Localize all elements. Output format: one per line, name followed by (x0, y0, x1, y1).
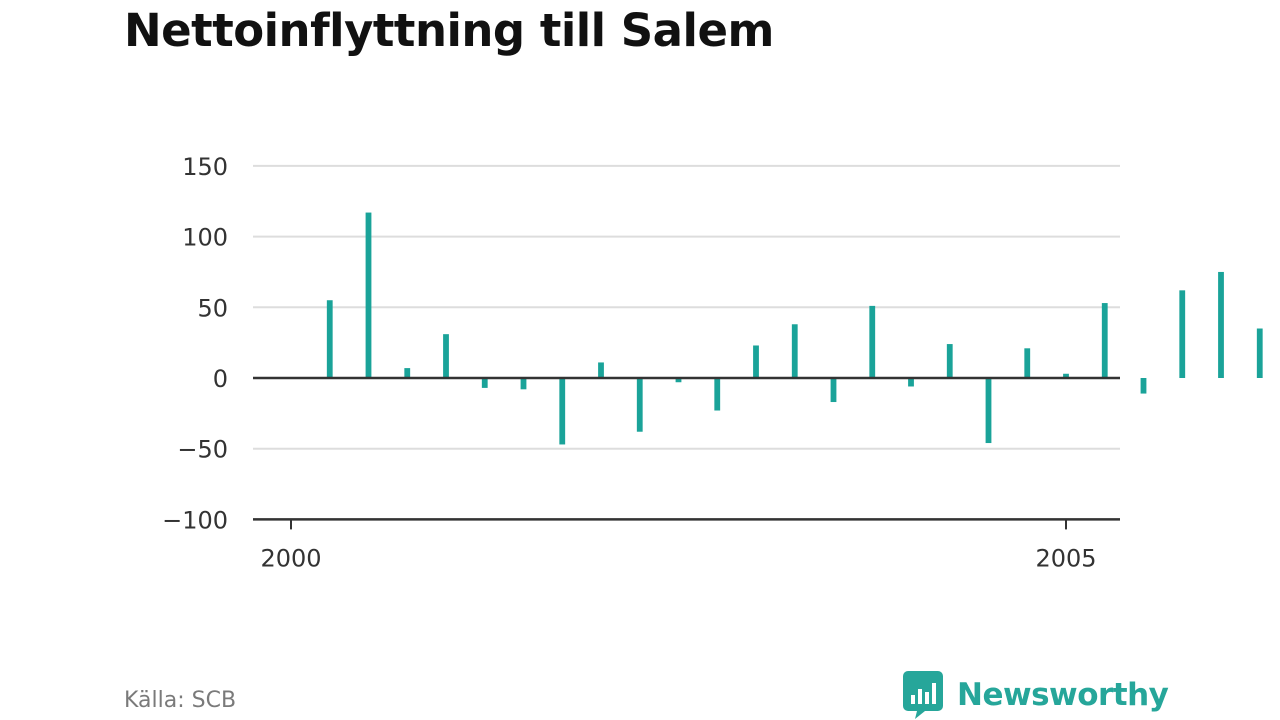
gridlines (253, 164, 1120, 450)
y-tick-label: −100 (162, 506, 228, 534)
y-tick-label: 100 (182, 224, 228, 252)
bar (365, 212, 372, 378)
bar (869, 305, 876, 378)
bar-chart-speech-bubble-icon (903, 671, 943, 719)
bar (753, 345, 759, 378)
bar (1024, 348, 1031, 378)
newsworthy-logo: Newsworthy (903, 670, 1169, 720)
bar (443, 334, 449, 378)
x-axis-tick-labels: 200020052010201520202025 (260, 544, 1096, 572)
bar-series (326, 212, 1263, 445)
bar (714, 378, 721, 411)
y-tick-label: 50 (197, 294, 228, 322)
y-tick-label: 150 (182, 153, 228, 181)
bar (791, 324, 798, 378)
x-tick-label: 2005 (1035, 544, 1096, 572)
bar (326, 300, 333, 378)
bar (1140, 378, 1147, 394)
bar (675, 378, 682, 383)
bar (985, 378, 992, 444)
bar (1063, 373, 1069, 378)
y-axis-tick-labels: 150 100 50 0 −50 −100 (162, 153, 228, 535)
axes (253, 376, 1120, 530)
bar (1256, 328, 1263, 378)
bar (830, 378, 837, 403)
y-tick-label: 0 (213, 365, 228, 393)
bar (404, 368, 411, 378)
bar (636, 378, 643, 432)
bar (520, 378, 527, 390)
y-tick-label: −50 (177, 436, 228, 464)
bar (908, 378, 914, 387)
chart-title: Nettoinflyttning till Salem (124, 4, 774, 57)
bar (481, 378, 488, 388)
source-note: Källa: SCB (124, 688, 237, 713)
brand-name: Newsworthy (957, 677, 1169, 713)
bar (559, 378, 566, 445)
x-tick-label: 2000 (260, 544, 321, 572)
bar (598, 362, 604, 378)
bar (1101, 303, 1108, 378)
bar (946, 344, 953, 378)
bar (1179, 290, 1186, 378)
bar (1218, 271, 1224, 378)
